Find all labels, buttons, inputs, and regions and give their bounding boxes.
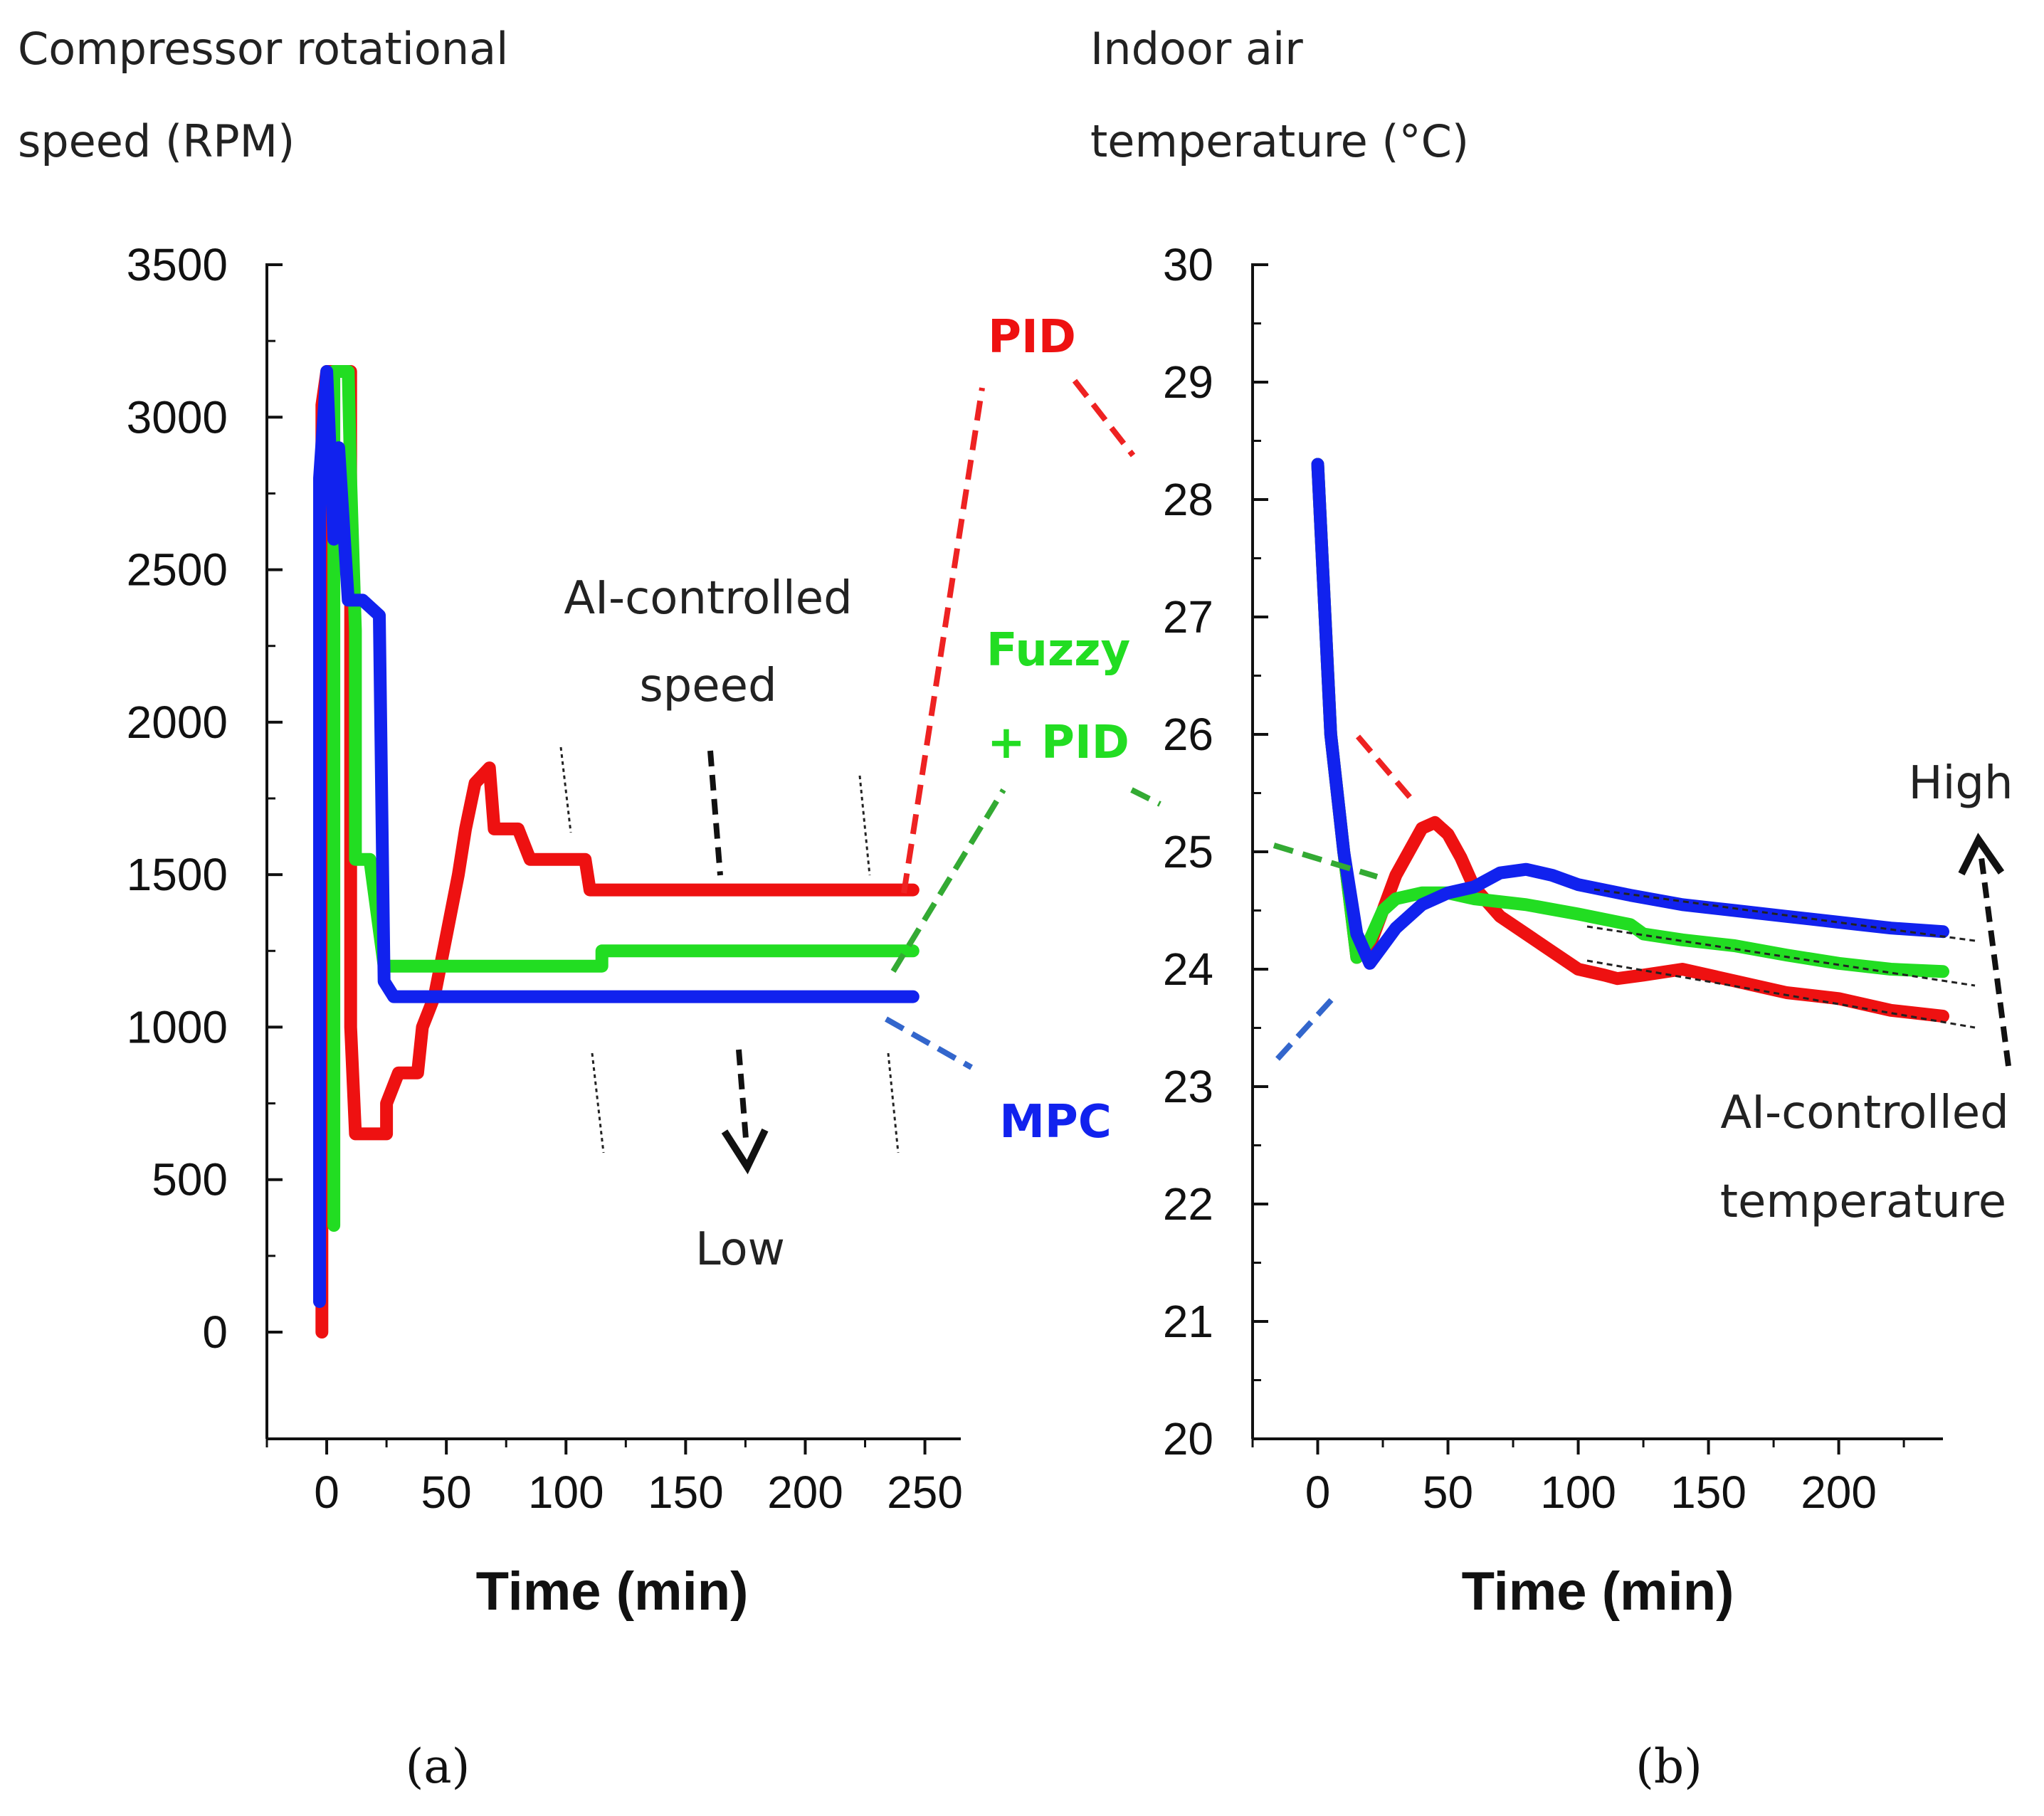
panel-a-label: (a) [406, 1739, 470, 1794]
legend: PID Fuzzy + PID MPC [885, 311, 1161, 1149]
fuzzy-leader-c [1273, 843, 1379, 880]
fuzzy-leader-a [890, 788, 1006, 973]
a-x-tick-label: 0 [314, 1467, 339, 1518]
ai-temperature-label-line1: AI-controlled [1720, 1087, 2008, 1139]
legend-fuzzy-line2: + PID [987, 717, 1129, 769]
panel-b-label: (b) [1635, 1739, 1702, 1794]
ai-speed-pointer [707, 750, 723, 876]
legend-fuzzy-line1: Fuzzy [986, 624, 1130, 677]
panel-a-ylabel-line2: speed (RPM) [18, 115, 295, 167]
a-y-tick-label: 1000 [127, 1001, 228, 1052]
mpc-leader-b [1275, 991, 1340, 1061]
b-y-tick-label: 30 [1163, 239, 1213, 290]
panel-b-axes: 20 21 22 23 24 25 26 27 28 29 30 0 50 100 150 200 [1163, 239, 1943, 1518]
panel-b-xlabel: Time (min) [1462, 1561, 1734, 1622]
ai-temperature-label-line2: temperature [1720, 1176, 2006, 1228]
panel-a-ylabel-line1: Compressor rotational [18, 23, 508, 75]
a-x-tick-label: 250 [887, 1467, 963, 1518]
a-x-tick-label: 100 [528, 1467, 604, 1518]
a-y-tick-label: 0 [202, 1306, 228, 1358]
a-x-tick-label: 150 [648, 1467, 724, 1518]
pid-leader-c [1355, 734, 1416, 803]
mpc-leader-a [885, 1016, 973, 1070]
b-x-tick-label: 100 [1540, 1467, 1616, 1518]
trend-line-fuzzy [1586, 925, 1976, 987]
a-y-tick-label: 2000 [127, 697, 228, 748]
panel-a-axes: 0 500 1000 1500 2000 2500 3000 3500 0 50 100 150 200… [127, 239, 963, 1518]
series-a-pid [315, 365, 920, 1339]
legend-pid: PID [988, 311, 1076, 364]
b-x-tick-label: 200 [1801, 1467, 1877, 1518]
b-y-tick-label: 20 [1163, 1413, 1213, 1464]
b-y-tick-label: 23 [1163, 1061, 1213, 1112]
b-y-tick-label: 29 [1163, 357, 1213, 408]
pid-leader-a [901, 387, 985, 894]
pid-leader-b [1072, 379, 1136, 458]
fuzzy-leader-b [1130, 787, 1161, 807]
a-x-tick-label: 200 [767, 1467, 843, 1518]
b-x-tick-label: 0 [1305, 1467, 1331, 1518]
a-y-tick-label: 3000 [127, 391, 228, 443]
b-y-tick-label: 22 [1163, 1178, 1213, 1230]
legend-mpc: MPC [999, 1096, 1112, 1149]
a-x-tick-label: 50 [421, 1467, 472, 1518]
a-y-tick-label: 1500 [127, 849, 228, 900]
ai-speed-bracket-right-top [858, 775, 871, 876]
b-y-tick-label: 28 [1163, 474, 1213, 525]
high-label: High [1908, 757, 2013, 810]
panel-b-ylabel-line1: Indoor air [1090, 23, 1303, 75]
a-y-tick-label: 500 [152, 1154, 228, 1205]
b-y-tick-label: 26 [1163, 709, 1213, 760]
panel-b-ylabel-line2: temperature (°C) [1090, 115, 1469, 167]
panel-a-xlabel: Time (min) [476, 1561, 749, 1622]
ai-speed-label-line1: AI-controlled [564, 572, 852, 625]
series-b-mpc [1311, 458, 1949, 970]
a-y-tick-label: 3500 [127, 239, 228, 290]
series-a-fuzzy-pid [327, 365, 920, 1232]
panel-a: Compressor rotational speed (RPM) 050010… [18, 23, 963, 1794]
b-y-tick-label: 24 [1163, 944, 1213, 995]
ai-speed-bracket-left-bottom [591, 1052, 605, 1154]
b-y-tick-label: 21 [1163, 1296, 1213, 1347]
low-label: Low [695, 1223, 785, 1276]
panel-b-series [1311, 458, 1949, 1023]
ai-speed-label-line2: speed [639, 660, 776, 712]
ai-speed-bracket-right-bottom [887, 1052, 900, 1154]
series-a-mpc [313, 365, 920, 1309]
ai-speed-bracket-left-top [559, 746, 572, 833]
panel-a-series [313, 365, 920, 1339]
panel-b: Indoor air temperature (°C) 20 21 22 23 24 25… [1090, 23, 2013, 1794]
b-x-tick-label: 150 [1670, 1467, 1747, 1518]
a-y-tick-label: 2500 [127, 544, 228, 596]
b-y-tick-label: 25 [1163, 826, 1213, 877]
high-arrow [1958, 833, 2011, 1067]
trend-line-mpc [1593, 888, 1976, 942]
b-y-tick-label: 27 [1163, 591, 1213, 643]
b-x-tick-label: 50 [1423, 1467, 1473, 1518]
low-arrow [721, 1049, 769, 1175]
